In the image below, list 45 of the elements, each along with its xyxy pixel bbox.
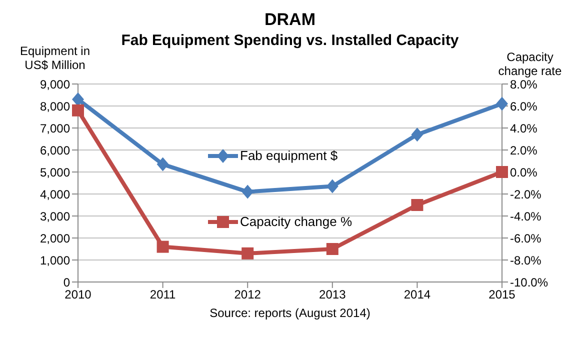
source-note: Source: reports (August 2014) xyxy=(208,306,372,320)
y2-tick-label: -2.0% xyxy=(510,187,542,202)
point xyxy=(156,157,169,172)
point xyxy=(242,247,254,260)
y-tick-label: 0 xyxy=(63,275,70,290)
x-tick-label: 2015 xyxy=(488,288,516,302)
y2-tick-label: 0.0% xyxy=(510,165,538,180)
point xyxy=(72,104,84,116)
point xyxy=(496,96,508,111)
y-tick-label: 9,000 xyxy=(40,77,70,92)
y-tick-label: 5,000 xyxy=(40,165,70,180)
y2-tick-label: 2.0% xyxy=(510,143,538,158)
y2-axis-title: Capacity change rate xyxy=(497,50,563,78)
y2-tick-label: -10.0% xyxy=(510,275,548,290)
point xyxy=(72,92,84,106)
y-tick-label: 6,000 xyxy=(40,143,70,158)
y-axis-title: Equipment in US$ Million xyxy=(18,44,92,72)
y2-tick-label: 6.0% xyxy=(510,99,538,114)
y-tick-label: 2,000 xyxy=(40,231,70,246)
y-tick-label: 1,000 xyxy=(40,253,70,268)
y-tick-label: 8,000 xyxy=(40,99,70,114)
point xyxy=(156,240,169,253)
legend-label: Capacity change % xyxy=(240,214,352,229)
y-tick-label: 4,000 xyxy=(40,187,70,202)
y2-tick-label: 4.0% xyxy=(510,121,538,136)
chart-title: DRAM xyxy=(264,10,316,30)
y-tick-label: 7,000 xyxy=(40,121,70,136)
x-tick-label: 2010 xyxy=(64,288,92,302)
chart-subtitle: Fab Equipment Spending vs. Installed Capacity xyxy=(121,32,459,49)
point xyxy=(411,128,424,142)
y2-tick-label: -6.0% xyxy=(510,231,542,246)
legend-label: Fab equipment $ xyxy=(240,148,338,163)
point xyxy=(326,179,338,194)
y2-tick-label: 8.0% xyxy=(510,77,538,92)
x-tick-label: 2011 xyxy=(150,288,176,302)
y2-tick-label: -4.0% xyxy=(510,209,542,224)
point xyxy=(411,199,424,211)
point xyxy=(496,166,508,178)
point xyxy=(242,184,254,199)
y2-tick-label: -8.0% xyxy=(510,253,542,268)
point xyxy=(326,243,338,255)
x-tick-label: 2012 xyxy=(234,288,262,302)
x-tick-label: 2014 xyxy=(404,288,431,302)
x-tick-label: 2013 xyxy=(319,288,346,302)
y-tick-label: 3,000 xyxy=(40,209,70,224)
